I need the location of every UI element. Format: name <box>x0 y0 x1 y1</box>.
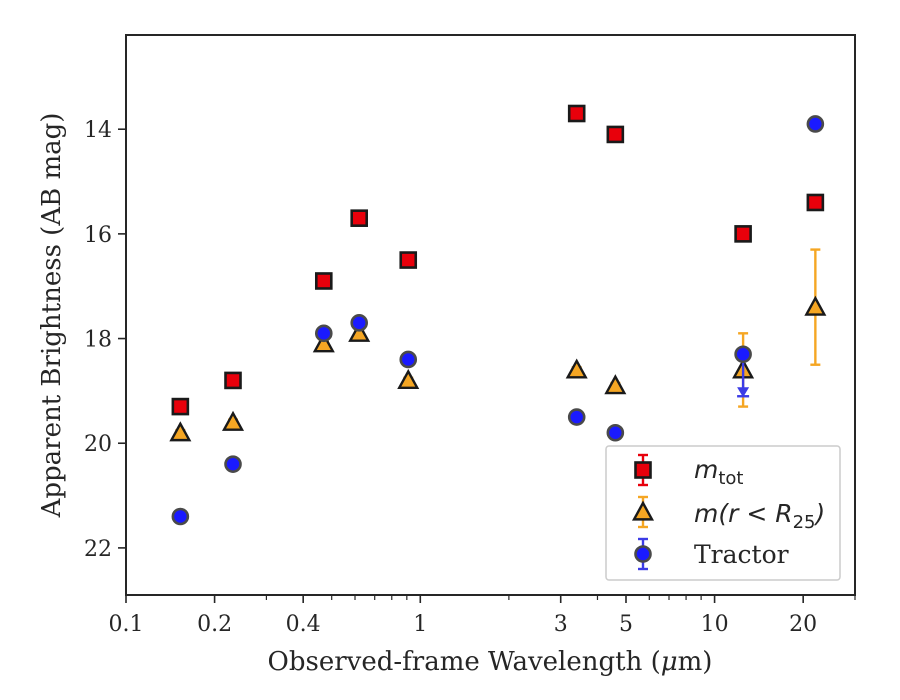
x-tick-label: 0.4 <box>286 612 321 637</box>
data-point <box>734 225 752 243</box>
legend-label-m-tot: mtot <box>694 455 744 489</box>
data-point <box>806 115 825 133</box>
data-point <box>221 410 245 431</box>
data-point <box>169 421 192 442</box>
x-tick-label: 3 <box>554 612 568 637</box>
series-2 <box>171 115 825 526</box>
x-tick-label: 10 <box>701 612 729 637</box>
legend-label-tractor: Tractor <box>694 540 789 569</box>
legend-markers <box>631 453 655 571</box>
data-point <box>348 321 371 342</box>
data-point <box>350 209 368 227</box>
legend-marker <box>634 461 652 479</box>
legend-marker <box>634 545 652 563</box>
data-point <box>567 104 586 123</box>
y-tick-label: 16 <box>84 223 112 248</box>
x-tick-label: 1 <box>413 612 427 637</box>
y-axis-label: Apparent Brightness (AB mag) <box>37 113 67 519</box>
data-point <box>565 358 588 379</box>
data-point <box>399 350 418 369</box>
data-point <box>350 314 368 332</box>
data-point <box>171 507 190 526</box>
series-1 <box>169 248 827 442</box>
x-tick-label: 0.2 <box>197 612 232 637</box>
data-point <box>604 374 627 395</box>
plot-frame <box>125 34 856 596</box>
legend: mtot m(r < R25) Tractor <box>605 445 841 581</box>
data-point <box>314 272 333 290</box>
x-tick-label: 0.1 <box>109 612 144 637</box>
legend-box <box>605 445 841 581</box>
data-point <box>314 324 333 343</box>
data-point <box>606 125 625 144</box>
data-point <box>606 423 625 442</box>
legend-marker <box>631 500 655 521</box>
x-tick-label: 5 <box>619 612 633 637</box>
x-tick-label: 20 <box>789 612 817 637</box>
series-0 <box>171 104 825 416</box>
y-tick-label: 22 <box>84 537 112 562</box>
data-point <box>399 251 418 269</box>
data-point <box>567 408 586 426</box>
data-point <box>224 371 242 390</box>
y-tick-label: 20 <box>84 432 112 457</box>
data-point <box>734 345 752 364</box>
data-point <box>806 193 825 212</box>
data-point <box>171 397 190 416</box>
y-tick-label: 14 <box>84 118 112 143</box>
upper-limit-arrow <box>737 387 750 398</box>
data-marks <box>169 104 827 526</box>
legend-label-m-r25: m(r < R25) <box>694 499 825 533</box>
data-point <box>224 455 242 473</box>
data-point <box>804 295 827 316</box>
y-tick-label: 18 <box>84 328 112 353</box>
data-point <box>312 332 335 353</box>
data-point <box>397 368 420 390</box>
x-axis-label: Observed-frame Wavelength (μm) <box>268 647 713 677</box>
axis-ticks: 0.1 0.2 0.4 1 3 5 10 20 14 16 18 20 22 <box>84 118 856 637</box>
